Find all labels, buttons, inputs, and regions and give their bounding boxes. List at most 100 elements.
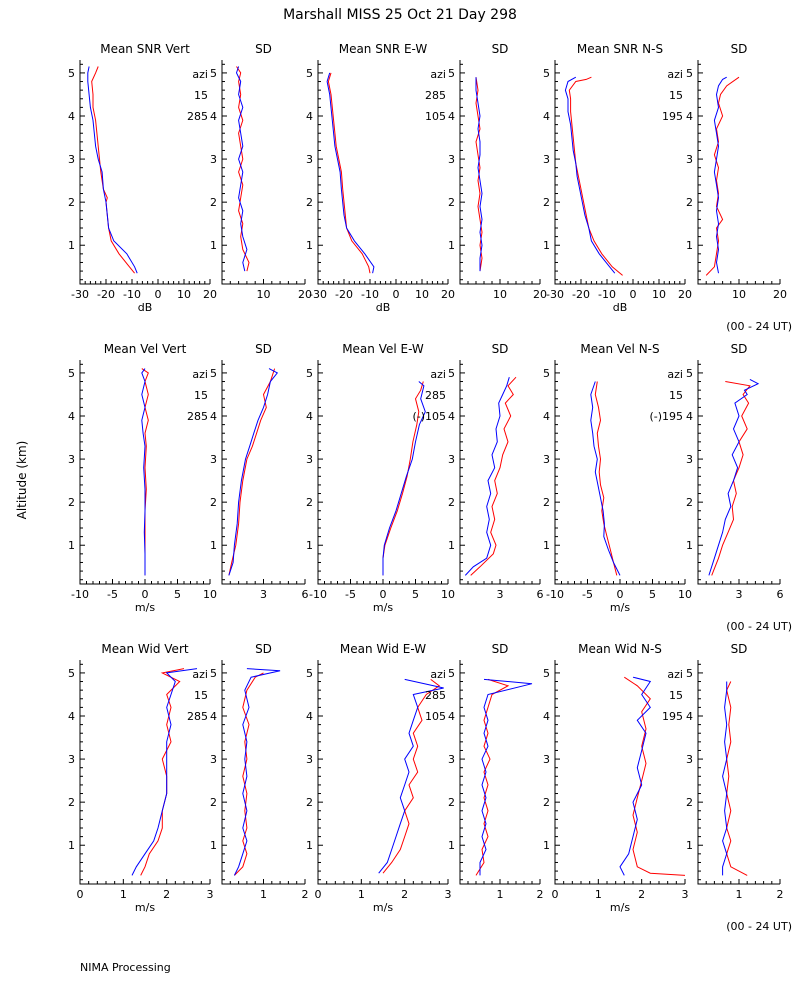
x-tick-label: 1 (358, 888, 365, 901)
x-tick-label: -20 (335, 288, 353, 301)
x-tick-label: 3 (260, 588, 267, 601)
panel-wid-ew: Mean Wid E-W 1 2 3 4 5 0 1 2 3 m/s azi 285 105 (306, 642, 452, 914)
x-tick-label: 0 (155, 288, 162, 301)
footer-note: NIMA Processing (80, 961, 171, 974)
series-line-285 (382, 381, 424, 576)
y-tick-label: 1 (210, 839, 217, 852)
x-axis-label: m/s (373, 601, 393, 614)
series-line-285 (475, 678, 510, 876)
legend-entry-2: 285 (187, 110, 208, 123)
y-tick-label: 3 (543, 153, 550, 166)
y-tick-label: 5 (210, 67, 217, 80)
x-tick-label: 2 (777, 888, 784, 901)
y-tick-label: 3 (210, 453, 217, 466)
x-tick-label: 6 (302, 588, 309, 601)
x-axis-label: m/s (135, 901, 155, 914)
x-tick-label: 10 (257, 288, 271, 301)
series-line-195 (619, 676, 652, 876)
series-line-15 (141, 368, 149, 576)
x-tick-label: 5 (412, 588, 419, 601)
x-axis-label: m/s (610, 601, 630, 614)
y-tick-label: 2 (543, 496, 550, 509)
y-tick-label: 2 (68, 496, 75, 509)
panel-axes (459, 660, 540, 885)
y-tick-label: 3 (686, 453, 693, 466)
x-axis-label: dB (138, 301, 153, 314)
panel-axes (554, 660, 685, 885)
series-line-105 (326, 72, 375, 274)
y-tick-label: 1 (543, 839, 550, 852)
panel-axes (79, 60, 210, 285)
legend-header: azi (192, 368, 208, 381)
y-tick-label: 4 (210, 110, 217, 123)
y-tick-label: 4 (543, 410, 550, 423)
x-tick-label: 3 (497, 588, 504, 601)
x-tick-label: 10 (177, 288, 191, 301)
x-tick-label: 20 (441, 288, 455, 301)
legend-entry-1: 15 (194, 689, 208, 702)
x-tick-label: 20 (533, 288, 547, 301)
y-tick-label: 2 (210, 496, 217, 509)
time-range-note: (00 - 24 UT) (726, 620, 792, 633)
x-tick-label: 10 (652, 288, 666, 301)
y-tick-label: 2 (686, 196, 693, 209)
legend-entry-2: (-)195 (649, 410, 683, 423)
legend-header: azi (667, 68, 683, 81)
y-tick-label: 2 (448, 796, 455, 809)
x-tick-label: 2 (638, 888, 645, 901)
y-tick-label: 5 (686, 67, 693, 80)
panel-axes (221, 60, 305, 285)
x-tick-label: 10 (678, 588, 692, 601)
x-axis-label: m/s (610, 901, 630, 914)
y-tick-label: 3 (306, 153, 313, 166)
panel-snr-ew-sd: SD 1 2 3 4 5 10 20 (448, 42, 547, 301)
y-tick-label: 2 (306, 196, 313, 209)
x-tick-label: -5 (107, 588, 118, 601)
y-tick-label: 5 (306, 67, 313, 80)
panel-title: Mean SNR N-S (577, 42, 663, 56)
y-tick-label: 2 (210, 796, 217, 809)
x-tick-label: -30 (546, 288, 564, 301)
x-tick-label: 1 (595, 888, 602, 901)
time-range-note: (00 - 24 UT) (726, 320, 792, 333)
x-tick-label: 1 (120, 888, 127, 901)
figure-title: Marshall MISS 25 Oct 21 Day 298 (283, 7, 517, 23)
y-tick-label: 3 (448, 753, 455, 766)
series-line-285 (327, 72, 371, 274)
y-tick-label: 5 (448, 367, 455, 380)
x-tick-label: 1 (497, 888, 504, 901)
x-axis-label: m/s (373, 901, 393, 914)
x-tick-label: 10 (493, 288, 507, 301)
y-tick-label: 3 (210, 153, 217, 166)
x-tick-label: -10 (123, 288, 141, 301)
panel-title: Mean Vel Vert (104, 342, 187, 356)
y-tick-label: 1 (686, 239, 693, 252)
x-tick-label: 5 (174, 588, 181, 601)
x-axis-label: dB (613, 301, 628, 314)
legend-entry-2: 195 (662, 710, 683, 723)
y-tick-label: 3 (68, 453, 75, 466)
series-line-195 (708, 378, 760, 576)
panel-title: SD (492, 642, 509, 656)
panel-axes (459, 60, 540, 285)
panel-wid-vert-sd: SD 1 2 3 4 5 1 2 (210, 642, 309, 901)
legend-header: azi (667, 668, 683, 681)
panel-axes (697, 660, 780, 885)
legend-entry-1: 15 (669, 689, 683, 702)
legend-entry-1: 285 (425, 89, 446, 102)
x-tick-label: 6 (777, 588, 784, 601)
x-tick-label: 3 (682, 888, 689, 901)
series-line-15 (234, 672, 264, 876)
y-tick-label: 3 (448, 453, 455, 466)
panel-snr-ew: Mean SNR E-W 1 2 3 4 5 -30 -20 -10 0 10 20 dB azi 285 1… (306, 42, 455, 314)
panel-title: Mean Vel N-S (580, 342, 659, 356)
y-tick-label: 3 (686, 153, 693, 166)
x-tick-label: 0 (142, 588, 149, 601)
